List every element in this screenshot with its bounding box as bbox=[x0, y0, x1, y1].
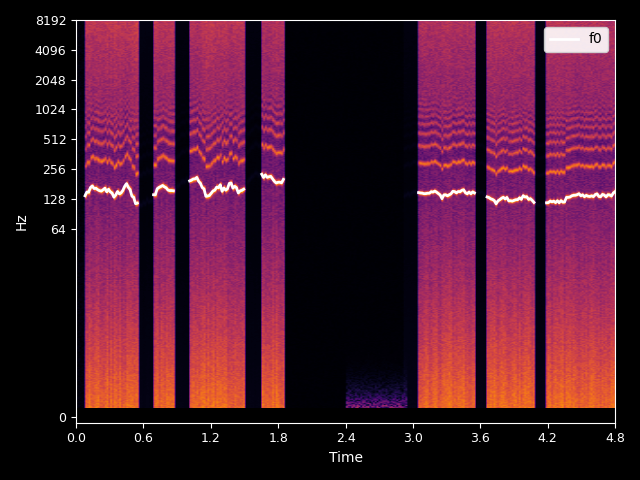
f0 bbox=[611, 189, 619, 194]
Line: f0: f0 bbox=[85, 174, 615, 204]
X-axis label: Time: Time bbox=[328, 451, 362, 465]
Y-axis label: Hz: Hz bbox=[15, 213, 29, 230]
f0 bbox=[609, 190, 617, 196]
Legend: f0: f0 bbox=[545, 27, 608, 52]
f0 bbox=[223, 186, 231, 192]
f0 bbox=[159, 182, 166, 188]
f0 bbox=[582, 192, 590, 198]
f0 bbox=[527, 196, 534, 202]
f0 bbox=[81, 193, 89, 199]
